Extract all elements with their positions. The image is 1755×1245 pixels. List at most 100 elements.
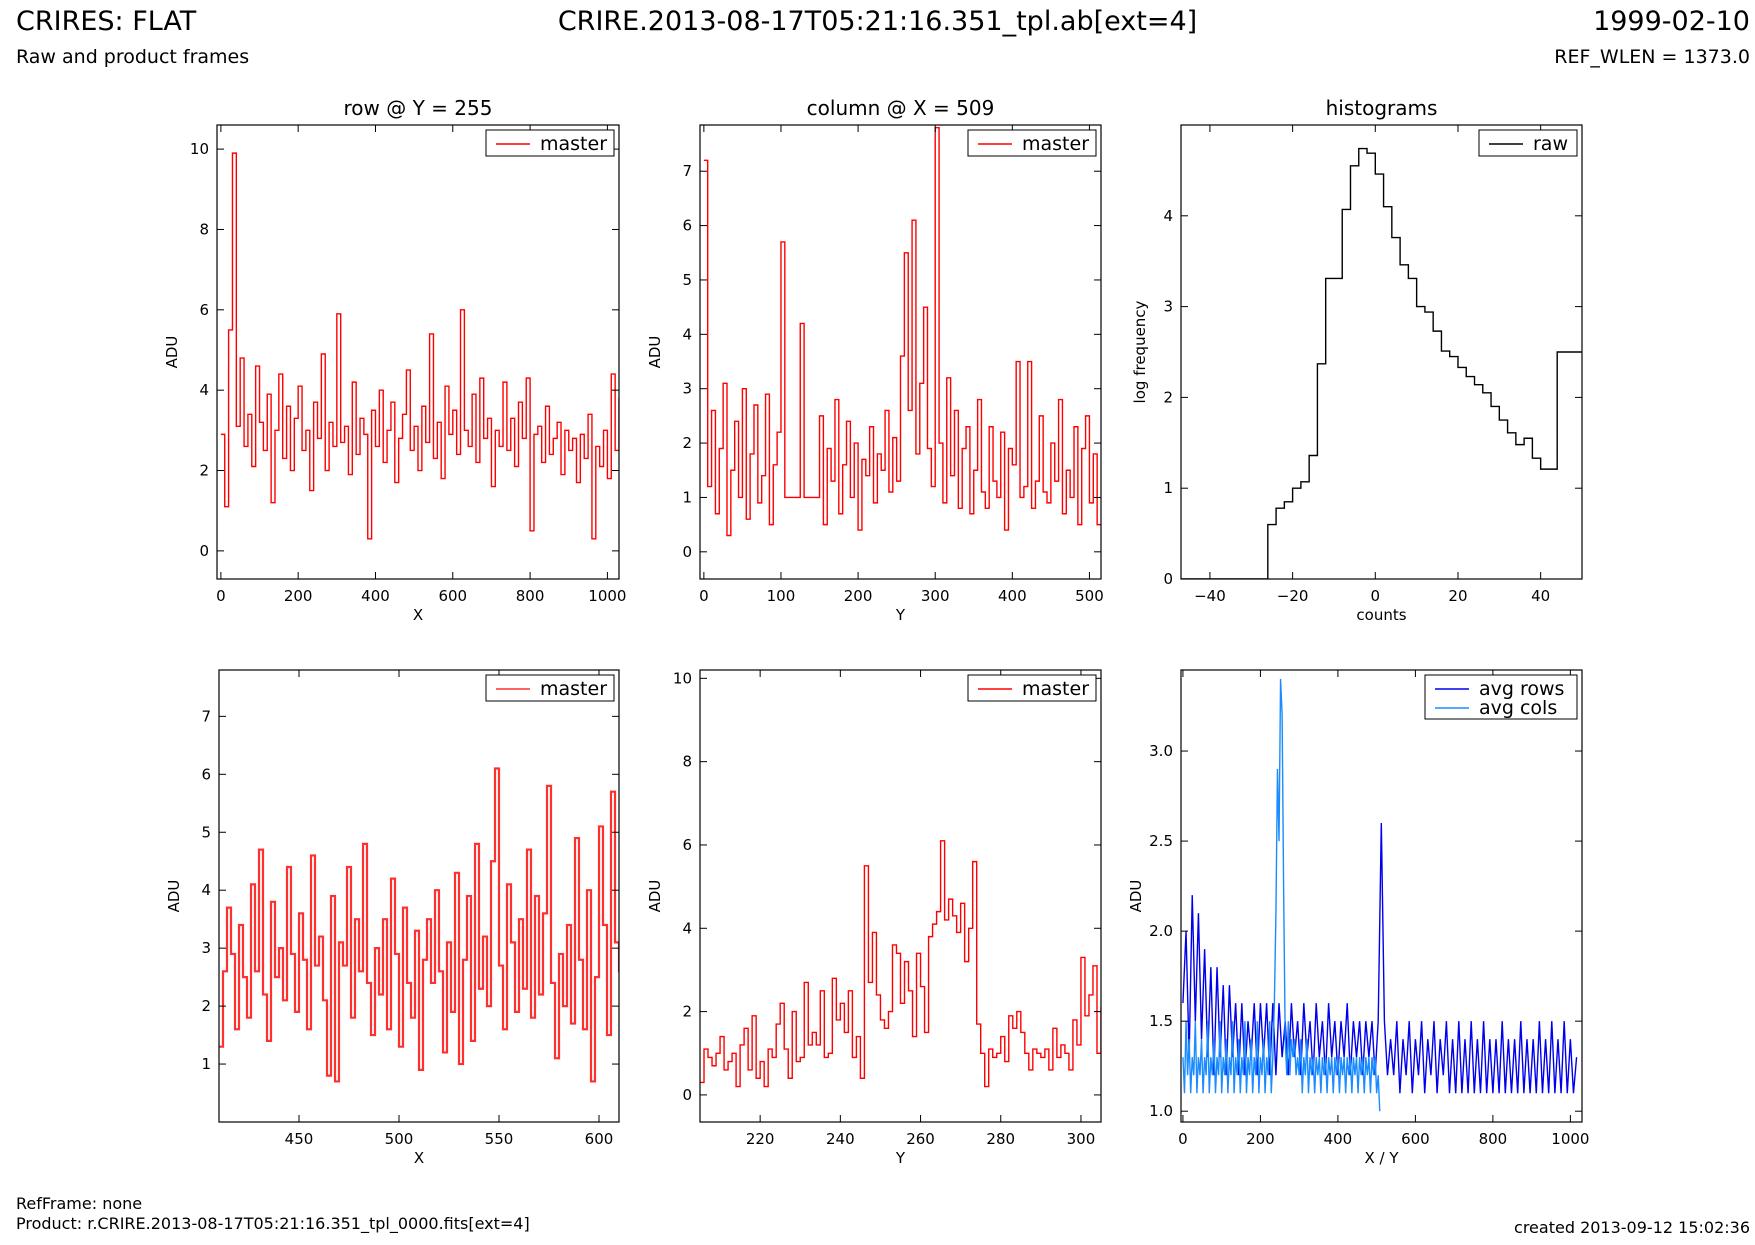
x-tick-label: 300 (1067, 1130, 1096, 1148)
x-tick-label: 0 (1178, 1130, 1188, 1148)
y-axis-label: ADU (646, 880, 664, 913)
x-axis-label: Y (895, 1149, 906, 1167)
x-tick-label: 400 (361, 587, 390, 605)
y-tick-label: 6 (201, 765, 211, 783)
chart-averages: 0 200 400 600 800 1000 1.0 1.5 2.0 2.5 3.0 X / Y ADU… (1127, 669, 1589, 1167)
x-tick-label: 200 (284, 587, 313, 605)
y-tick-label: 7 (201, 707, 211, 725)
y-axis-label: log frequency (1131, 300, 1149, 403)
chart-title: row @ Y = 255 (344, 96, 493, 120)
y-tick-label: 4 (682, 325, 692, 343)
x-tick-label: 400 (998, 587, 1027, 605)
x-tick-label: 1000 (588, 587, 626, 605)
footer-product: Product: r.CRIRE.2013-08-17T05:21:16.351… (16, 1214, 530, 1233)
y-tick-label: 2 (682, 434, 692, 452)
plot-frame (216, 124, 620, 580)
y-tick-label: 8 (199, 220, 209, 238)
y-axis-label: ADU (1127, 880, 1145, 913)
footer-created: created 2013-09-12 15:02:36 (1514, 1218, 1750, 1237)
x-axis-label: Y (895, 606, 906, 624)
series-line-master (220, 152, 619, 540)
x-tick-label: 280 (986, 1130, 1015, 1148)
y-tick-label: 4 (682, 919, 692, 937)
x-tick-label: 300 (921, 587, 950, 605)
x-tick-label: 220 (746, 1130, 775, 1148)
y-tick-label: 3 (1163, 298, 1173, 316)
y-tick-label: 2 (201, 997, 211, 1015)
x-tick-label: 200 (844, 587, 873, 605)
series-group (700, 840, 1101, 1088)
y-tick-label: 3 (201, 939, 211, 957)
y-tick-label: 10 (673, 669, 692, 687)
x-tick-label: 40 (1531, 587, 1550, 605)
y-tick-label: 2 (199, 462, 209, 480)
chart-histogram: −40 −20 0 20 40 0 1 2 3 4 histograms counts log freq… (1131, 96, 1583, 624)
legend-box (967, 674, 1097, 702)
x-tick-label: 0 (216, 587, 226, 605)
series-line-master (219, 767, 619, 1083)
series-group (219, 767, 619, 1083)
y-tick-label: 5 (682, 271, 692, 289)
legend-label: master (1022, 678, 1089, 700)
y-tick-label: 1 (1163, 479, 1173, 497)
x-tick-label: 1000 (1551, 1130, 1589, 1148)
x-tick-label: 240 (826, 1130, 855, 1148)
y-tick-label: 2.0 (1149, 922, 1173, 940)
chart-column: 0 100 200 300 400 500 0 1 2 3 4 5 6 7 column @ X = 509… (646, 96, 1104, 624)
y-tick-label: 1.0 (1149, 1102, 1173, 1120)
x-tick-label: 800 (1479, 1130, 1508, 1148)
series-line-avg-cols (1182, 678, 1381, 1112)
x-tick-label: 400 (1324, 1130, 1353, 1148)
y-tick-label: 2 (1163, 388, 1173, 406)
y-tick-label: 0 (682, 1086, 692, 1104)
x-tick-label: 0 (699, 587, 709, 605)
footer-refframe: RefFrame: none (16, 1194, 143, 1213)
x-tick-label: 0 (1371, 587, 1381, 605)
x-tick-label: −20 (1277, 587, 1309, 605)
y-tick-label: 8 (682, 753, 692, 771)
legend-box (485, 129, 615, 157)
x-tick-label: 450 (285, 1130, 314, 1148)
y-tick-label: 2.5 (1149, 832, 1173, 850)
series-line-avg-rows (1182, 823, 1578, 1094)
x-axis-label: counts (1356, 606, 1406, 624)
legend-box (1478, 129, 1578, 157)
plot-frame (1180, 669, 1583, 1123)
x-tick-label: 260 (906, 1130, 935, 1148)
legend-box (1424, 674, 1578, 720)
observation-date: 1999-02-10 (1593, 6, 1750, 37)
x-axis-label: X / Y (1364, 1149, 1399, 1167)
y-tick-label: 1 (682, 488, 692, 506)
y-tick-label: 1 (201, 1055, 211, 1073)
x-tick-label: −40 (1194, 587, 1226, 605)
series-line-raw (1181, 147, 1582, 579)
legend-label: raw (1533, 133, 1568, 155)
ref-wlen: REF_WLEN = 1373.0 (1554, 46, 1750, 68)
x-tick-label: 100 (767, 587, 796, 605)
y-tick-label: 3.0 (1149, 742, 1173, 760)
series-line-master (700, 840, 1101, 1088)
legend-label: avg rows (1479, 678, 1564, 700)
series-group (1181, 147, 1582, 579)
y-tick-label: 6 (199, 301, 209, 319)
x-tick-label: 200 (1246, 1130, 1275, 1148)
y-tick-label: 4 (201, 881, 211, 899)
series-group (220, 152, 619, 540)
legend-box (967, 129, 1097, 157)
plot-frame (218, 669, 620, 1123)
y-tick-label: 0 (199, 542, 209, 560)
y-tick-label: 2 (682, 1003, 692, 1021)
series-line-master (703, 127, 1101, 537)
x-tick-label: 550 (485, 1130, 514, 1148)
x-axis-label: X (413, 606, 423, 624)
report-subtitle: Raw and product frames (16, 46, 250, 68)
x-tick-label: 500 (385, 1130, 414, 1148)
y-tick-label: 7 (682, 162, 692, 180)
x-axis-label: X (414, 1149, 424, 1167)
file-name: CRIRE.2013-08-17T05:21:16.351_tpl.ab[ext… (557, 6, 1198, 37)
y-axis-label: ADU (165, 880, 183, 913)
chart-title: histograms (1326, 96, 1438, 120)
y-axis-label: ADU (646, 336, 664, 369)
series-group (703, 127, 1101, 537)
